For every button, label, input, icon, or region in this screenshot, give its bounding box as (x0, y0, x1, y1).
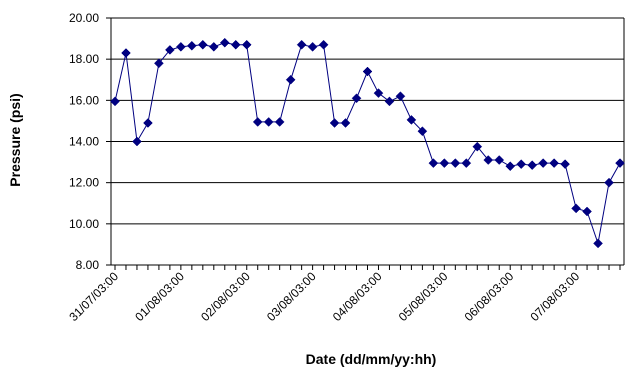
data-point (428, 158, 439, 168)
x-tick-label: 02/08/03:00 (198, 269, 253, 324)
y-tick-label: 14.00 (69, 135, 99, 149)
data-point (373, 88, 384, 98)
data-point (296, 39, 307, 50)
data-point (252, 117, 263, 127)
y-tick-labels: 8.00 10.00 12.00 14.00 16.00 18.00 20.00 (69, 11, 99, 272)
data-point (505, 161, 516, 172)
data-point (307, 41, 318, 52)
x-tick-label: 07/08/03:00 (527, 269, 582, 324)
y-tick-label: 10.00 (69, 217, 99, 231)
data-point (329, 118, 340, 128)
y-tick-label: 8.00 (76, 258, 100, 272)
x-tick-label: 06/08/03:00 (462, 269, 517, 324)
data-point (483, 155, 494, 165)
y-tick-label: 16.00 (69, 93, 99, 107)
x-tick-label: 05/08/03:00 (396, 269, 451, 324)
data-point (593, 238, 603, 249)
data-point (230, 39, 241, 50)
data-point (362, 66, 373, 77)
data-point (560, 159, 570, 169)
data-point (516, 159, 527, 169)
data-point (165, 45, 175, 55)
data-point (351, 93, 362, 104)
y-tick-label: 12.00 (69, 176, 99, 190)
data-point (110, 96, 120, 107)
x-tick-label: 04/08/03:00 (330, 269, 385, 324)
data-point (154, 58, 164, 69)
y-axis-title: Pressure (psi) (7, 93, 23, 186)
x-tick-label: 01/08/03:00 (132, 269, 187, 324)
x-tick-label: 31/07/03:00 (66, 269, 121, 324)
x-tick-label: 03/08/03:00 (264, 269, 319, 324)
x-axis-title: Date (dd/mm/yy:hh) (306, 351, 437, 367)
data-point (604, 177, 614, 188)
data-point (219, 37, 230, 48)
data-point (176, 41, 186, 52)
data-point (197, 39, 208, 50)
x-tick-labels: 31/07/03:00 01/08/03:00 02/08/03:00 03/08/0… (66, 269, 582, 324)
data-point (285, 74, 296, 85)
data-point (527, 160, 538, 171)
data-point (274, 117, 285, 127)
data-point (384, 96, 395, 107)
data-point (263, 117, 274, 127)
data-point (132, 136, 142, 147)
data-point (208, 41, 219, 52)
axes (106, 17, 625, 270)
data-point (318, 39, 329, 50)
data-point (549, 158, 559, 168)
pressure-series (110, 37, 625, 249)
data-point (461, 158, 472, 168)
data-point (571, 203, 581, 214)
y-tick-label: 20.00 (69, 11, 99, 25)
y-tick-label: 18.00 (69, 52, 99, 66)
data-point (186, 40, 197, 51)
data-point (121, 48, 131, 58)
data-point (406, 115, 417, 125)
data-point (417, 126, 428, 137)
data-point (582, 206, 592, 217)
data-point (472, 141, 483, 152)
data-point (439, 158, 450, 168)
data-point (395, 91, 406, 102)
data-point (538, 158, 549, 168)
data-point (143, 118, 153, 128)
data-point (615, 158, 625, 168)
gridlines (111, 17, 624, 225)
data-point (340, 118, 351, 128)
data-point (494, 155, 505, 165)
data-point (450, 158, 461, 168)
data-point (241, 39, 252, 50)
